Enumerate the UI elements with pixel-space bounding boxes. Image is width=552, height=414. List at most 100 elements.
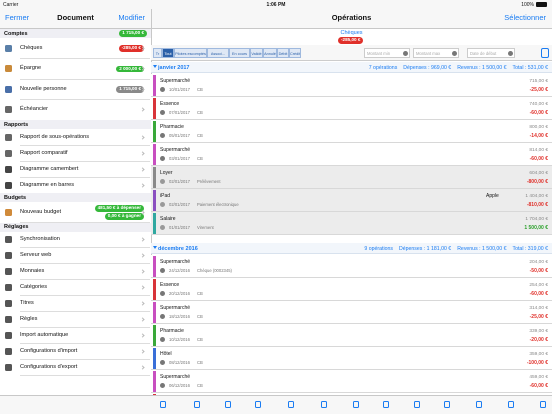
nav-button[interactable]: Fermer xyxy=(5,12,30,22)
row-label: Rapport comparatif xyxy=(20,149,68,156)
toolbar-icon[interactable] xyxy=(540,401,546,408)
toolbar-icon[interactable] xyxy=(288,401,294,408)
operation-row[interactable] xyxy=(151,278,552,301)
status-icon xyxy=(160,133,165,138)
mode: CB xyxy=(197,110,203,116)
status-icon xyxy=(160,337,165,342)
operation-row[interactable] xyxy=(151,324,552,347)
field-clear[interactable] xyxy=(452,50,457,56)
section-badge: 1 715,00 € xyxy=(119,30,147,37)
operation-row[interactable] xyxy=(151,97,552,120)
section-header: Réglages xyxy=(4,224,29,230)
row-label: Diagramme en barres xyxy=(20,181,75,188)
mode: Paiement électronique xyxy=(197,202,239,208)
amount: -60,00 € xyxy=(529,155,548,162)
mode: CB xyxy=(197,156,203,162)
nav-button[interactable]: Sélectionner xyxy=(504,12,546,22)
operation-row[interactable] xyxy=(151,255,552,278)
operation-row[interactable] xyxy=(151,189,552,212)
toolbar-icon[interactable] xyxy=(414,401,420,408)
row-separator xyxy=(20,192,150,193)
payee: iPad xyxy=(160,193,171,199)
category-bar xyxy=(153,98,156,119)
filter-chip[interactable]: Validé xyxy=(250,48,263,58)
row-icon xyxy=(5,364,12,371)
operation-row[interactable] xyxy=(151,370,552,393)
toolbar-icon[interactable] xyxy=(383,401,389,408)
date: 08/12/2016 xyxy=(169,360,190,366)
balance: 254,00 € xyxy=(529,283,548,288)
balance: 459,00 € xyxy=(529,375,548,380)
operation-row[interactable] xyxy=(151,120,552,143)
field-clear[interactable] xyxy=(508,50,513,56)
row-icon xyxy=(5,65,12,73)
row-icon xyxy=(5,300,12,307)
toolbar-icon[interactable] xyxy=(508,401,514,408)
toolbar-icon[interactable] xyxy=(160,401,166,408)
balance: 314,00 € xyxy=(529,306,548,311)
operation-row[interactable] xyxy=(151,143,552,166)
filter-field[interactable] xyxy=(467,48,515,58)
balance: 800,00 € xyxy=(529,125,548,130)
filter-chip[interactable]: Crédit xyxy=(289,48,301,58)
toolbar-icon[interactable] xyxy=(321,401,327,408)
row-separator xyxy=(20,343,150,344)
date: 07/01/2017 xyxy=(169,110,190,116)
toolbar-icon[interactable] xyxy=(194,401,200,408)
filter-chip[interactable]: En cours xyxy=(229,48,250,58)
filter-field[interactable] xyxy=(413,48,459,58)
filter-field[interactable] xyxy=(364,48,410,58)
date: 24/12/2016 xyxy=(169,268,190,274)
filter-chip[interactable]: Annulé xyxy=(263,48,277,58)
toolbar-icon[interactable] xyxy=(353,401,359,408)
payee: Loyer xyxy=(160,170,173,176)
operation-row[interactable] xyxy=(151,301,552,324)
row-badge: -285,00 € xyxy=(118,45,144,52)
payee: Supermarché xyxy=(160,305,191,311)
operation-row[interactable] xyxy=(151,212,552,235)
operation-row[interactable] xyxy=(151,347,552,370)
status-time: 1:06 PM xyxy=(266,1,286,8)
date: 10/01/2017 xyxy=(169,87,190,93)
date: 20/12/2016 xyxy=(169,291,190,297)
add-filter[interactable] xyxy=(541,48,549,58)
filter-chip[interactable]: Associ... xyxy=(207,48,229,58)
payee: Hôtel xyxy=(160,351,172,357)
balance: 1 704,00 € xyxy=(525,217,548,222)
month-title: décembre 2016 xyxy=(158,245,198,252)
date: 10/12/2016 xyxy=(169,337,190,343)
amount: -25,00 € xyxy=(529,313,548,320)
filter-chip[interactable]: Débit xyxy=(277,48,289,58)
toolbar-icon[interactable] xyxy=(225,401,231,408)
summary-income: Revenus : 1 500,00 € xyxy=(457,245,507,252)
row-icon xyxy=(5,348,12,355)
filter-chip[interactable]: Tout xyxy=(162,48,174,58)
field-placeholder: Montant min xyxy=(367,50,391,56)
nav-button[interactable]: Modifier xyxy=(118,12,145,22)
mode: CB xyxy=(197,337,203,343)
section-header-bg xyxy=(0,29,151,38)
toolbar-icon[interactable] xyxy=(255,401,261,408)
balance: 715,00 € xyxy=(529,79,548,84)
operation-row[interactable] xyxy=(151,74,552,97)
toolbar-icon[interactable] xyxy=(476,401,482,408)
payee: Pharmacie xyxy=(160,328,184,334)
status-icon xyxy=(160,87,165,92)
row-icon xyxy=(5,149,12,157)
mode: Prélèvement xyxy=(197,179,221,185)
balance: 339,00 € xyxy=(529,329,548,334)
toolbar-icon[interactable] xyxy=(444,401,450,408)
row-badge: 2 000,00 € xyxy=(116,65,144,73)
summary-total: Total : 319,00 € xyxy=(512,245,548,252)
month-header-bg xyxy=(151,62,552,73)
row-separator xyxy=(20,327,150,328)
payee-extra: Apple xyxy=(486,193,499,199)
status-icon xyxy=(160,156,165,161)
filter-chip[interactable]: Tr xyxy=(153,48,162,58)
payee: Supermarché xyxy=(160,374,191,380)
filter-chip[interactable]: Pilotes escomptés xyxy=(174,48,207,58)
month-summary: 9 opérations Dépenses : 1 181,00 € Revenus… xyxy=(364,246,548,252)
field-clear[interactable] xyxy=(403,50,408,56)
operation-row[interactable] xyxy=(151,166,552,189)
